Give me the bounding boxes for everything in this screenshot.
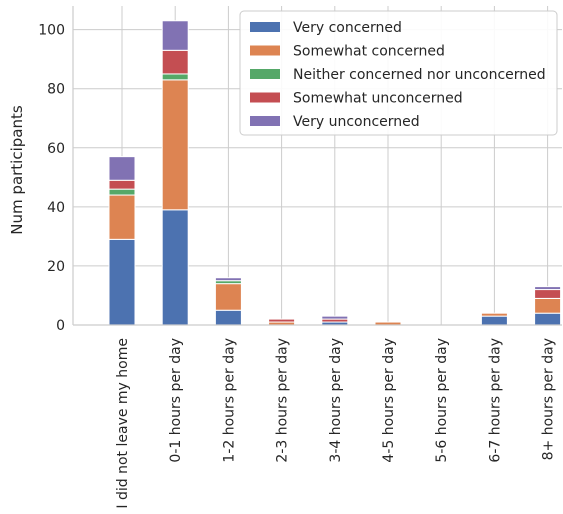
x-tick-label: 2-3 hours per day: [275, 338, 291, 463]
x-tick-label: 3-4 hours per day: [328, 338, 344, 463]
legend-label: Somewhat concerned: [293, 44, 445, 60]
bar-segment: [534, 289, 562, 299]
bar-segment: [108, 238, 136, 326]
legend-swatch: [250, 22, 280, 32]
legend-swatch: [250, 92, 280, 103]
legend-swatch: [250, 116, 280, 126]
legend-label: Neither concerned nor unconcerned: [293, 67, 546, 83]
x-tick-label: 0-1 hours per day: [168, 338, 184, 463]
bar-segment: [534, 286, 562, 291]
bar-segment: [534, 297, 562, 314]
bar-segment: [161, 20, 189, 51]
bar-segment: [321, 315, 349, 320]
bar-segment: [161, 73, 189, 81]
legend-label: Very concerned: [293, 20, 402, 36]
y-tick-label: 80: [47, 82, 65, 98]
legend-label: Very unconcerned: [293, 114, 420, 130]
legend: Very concerned Somewhat concerned Neither …: [239, 10, 558, 136]
y-axis-label: Num participants: [8, 105, 26, 235]
bar-segment: [480, 312, 508, 317]
bar-segment: [214, 283, 242, 311]
y-tick-label: 60: [47, 141, 65, 157]
bar-segment: [534, 312, 562, 326]
bar-segment: [108, 156, 136, 181]
bar-segment: [108, 194, 136, 240]
bar-segment: [268, 318, 296, 323]
bar-segment: [108, 188, 136, 196]
axes: [72, 6, 562, 326]
y-tick-label: 100: [38, 23, 65, 39]
bars: [108, 20, 562, 326]
legend-swatch: [250, 69, 280, 79]
x-tick-label: 1-2 hours per day: [221, 338, 237, 463]
bar-segment: [214, 277, 242, 282]
x-tick-label: 5-6 hours per day: [434, 338, 450, 463]
x-tick-label: 6-7 hours per day: [487, 338, 503, 463]
legend-swatch: [250, 45, 280, 56]
legend-label: Somewhat unconcerned: [293, 91, 463, 107]
legend-box: [239, 10, 558, 136]
y-tick-label: 0: [56, 318, 65, 334]
y-tick-label: 20: [47, 259, 65, 275]
bar-segment: [161, 209, 189, 326]
x-tick-labels: I did not leave my home 0-1 hours per day…: [115, 338, 557, 509]
x-tick-label: 8+ hours per day: [541, 338, 557, 460]
x-tick-label: I did not leave my home: [115, 338, 131, 509]
bar-segment: [108, 179, 136, 190]
y-tick-labels: 0 20 40 60 80 100: [38, 23, 65, 334]
bar-segment: [480, 315, 508, 326]
x-tick-label: 4-5 hours per day: [381, 338, 397, 463]
bar-segment: [161, 49, 189, 75]
bar-segment: [214, 309, 242, 326]
bar-segment: [161, 79, 189, 211]
y-tick-label: 40: [47, 200, 65, 216]
